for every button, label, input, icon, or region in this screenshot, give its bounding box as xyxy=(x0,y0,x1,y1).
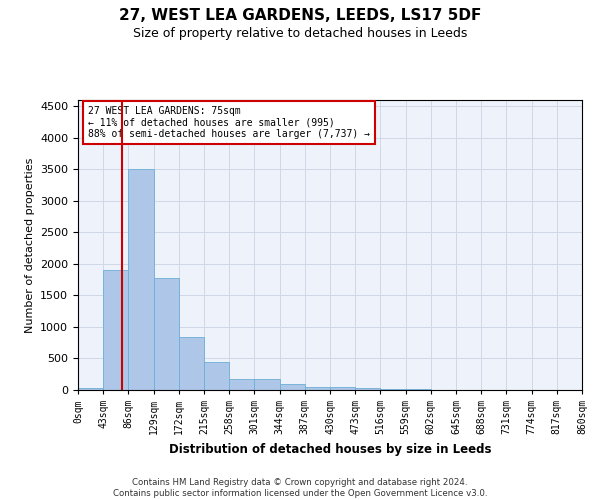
Bar xyxy=(128,170,154,390)
Y-axis label: Number of detached properties: Number of detached properties xyxy=(25,158,35,332)
Text: Distribution of detached houses by size in Leeds: Distribution of detached houses by size … xyxy=(169,442,491,456)
Bar xyxy=(204,362,229,390)
Bar xyxy=(380,388,406,390)
Text: Contains HM Land Registry data © Crown copyright and database right 2024.
Contai: Contains HM Land Registry data © Crown c… xyxy=(113,478,487,498)
Bar xyxy=(280,384,305,390)
Bar xyxy=(154,278,179,390)
Bar xyxy=(330,387,355,390)
Text: 27, WEST LEA GARDENS, LEEDS, LS17 5DF: 27, WEST LEA GARDENS, LEEDS, LS17 5DF xyxy=(119,8,481,22)
Bar xyxy=(78,388,103,390)
Text: Size of property relative to detached houses in Leeds: Size of property relative to detached ho… xyxy=(133,28,467,40)
Bar xyxy=(254,379,280,390)
Bar xyxy=(229,379,254,390)
Text: 27 WEST LEA GARDENS: 75sqm
← 11% of detached houses are smaller (995)
88% of sem: 27 WEST LEA GARDENS: 75sqm ← 11% of deta… xyxy=(88,106,370,139)
Bar xyxy=(179,337,204,390)
Bar xyxy=(103,270,128,390)
Bar xyxy=(305,386,330,390)
Bar xyxy=(355,388,380,390)
